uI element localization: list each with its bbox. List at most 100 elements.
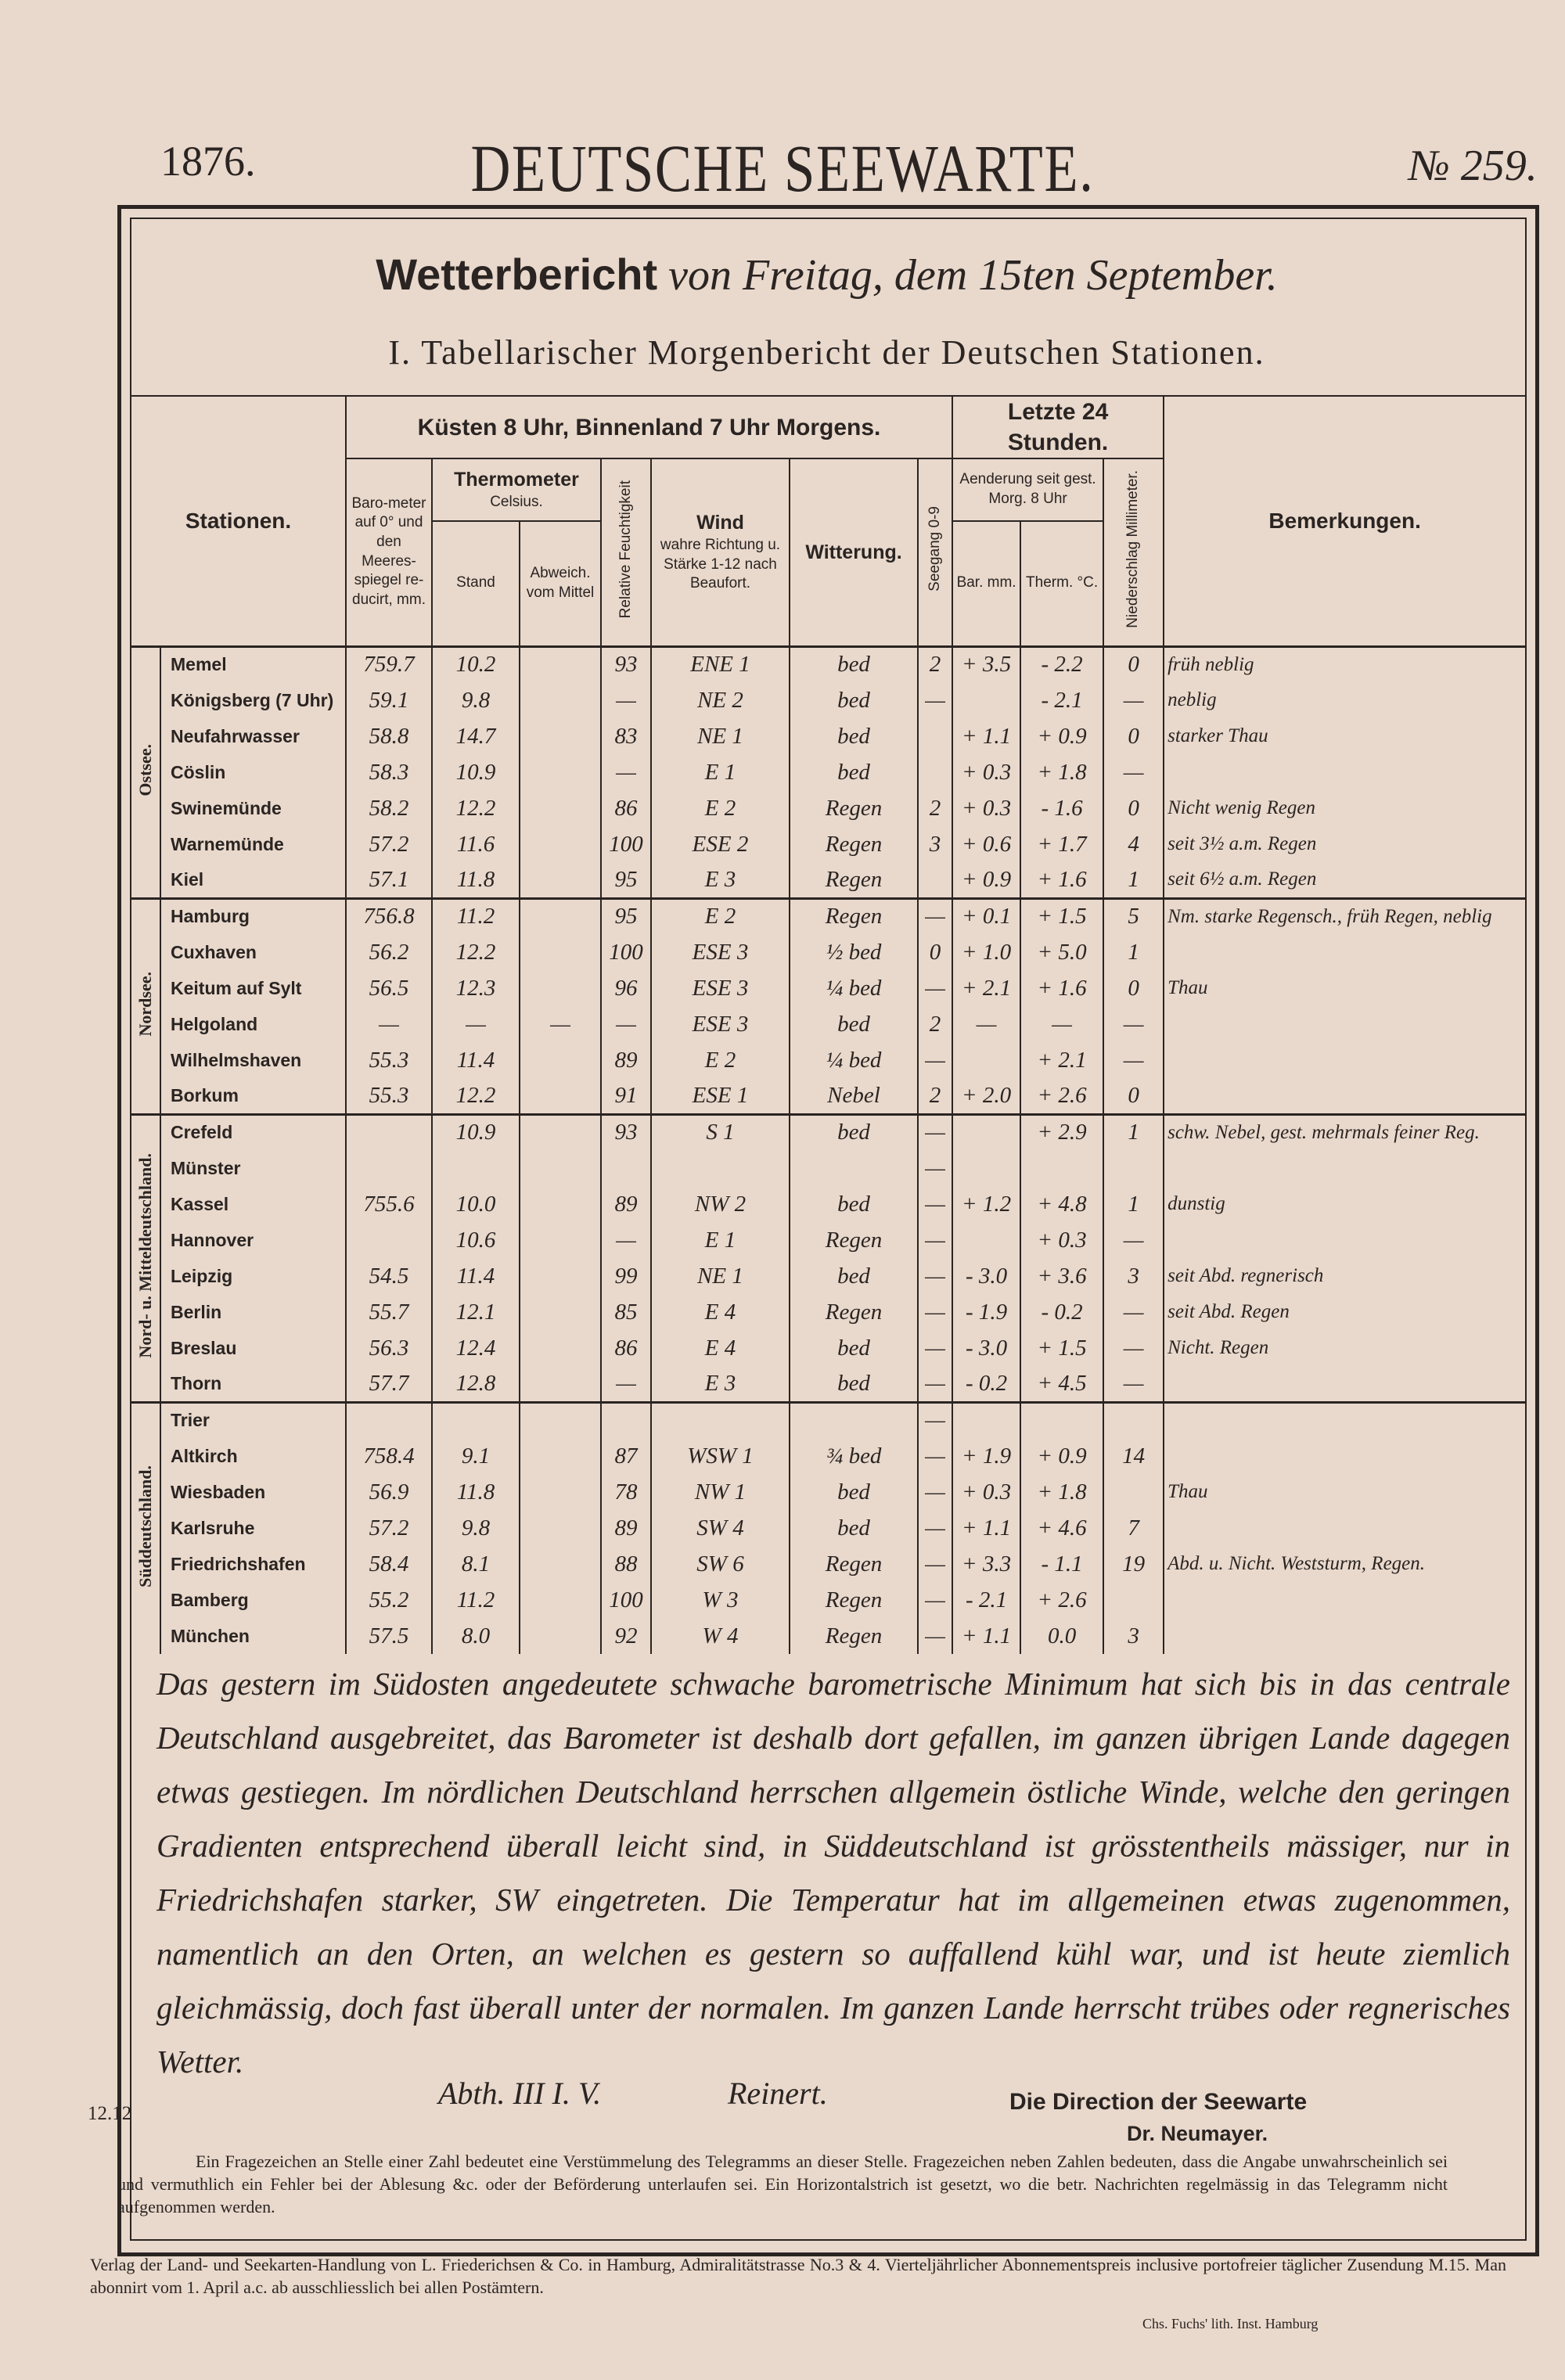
barometer: 57.2 bbox=[345, 826, 433, 862]
deviation bbox=[519, 1042, 602, 1078]
station: Altkirch bbox=[160, 1438, 347, 1474]
therm-change: + 1.5 bbox=[1020, 1330, 1105, 1366]
deviation bbox=[519, 790, 602, 826]
bar-change bbox=[952, 1400, 1022, 1438]
humidity: 99 bbox=[600, 1258, 652, 1294]
sea: — bbox=[916, 1366, 954, 1402]
report-date: von Freitag, dem 15ten September. bbox=[668, 251, 1278, 300]
precipitation: — bbox=[1103, 1330, 1165, 1366]
table-row: Breslau 56.3 12.4 86 E 4 bed — - 3.0 + 1.5— Nicht… bbox=[131, 1330, 1527, 1366]
temperature: 11.4 bbox=[431, 1258, 520, 1294]
therm-change: - 1.6 bbox=[1020, 790, 1105, 826]
weather: Regen bbox=[789, 897, 919, 934]
header-text: Seegang 0-9 bbox=[926, 506, 943, 592]
group-name: Ostsee. bbox=[135, 743, 155, 796]
therm-change: + 1.6 bbox=[1020, 862, 1105, 898]
remark bbox=[1163, 1366, 1527, 1402]
weather: bed bbox=[789, 1474, 919, 1510]
remark: schw. Nebel, gest. mehrmals feiner Reg. bbox=[1163, 1113, 1527, 1150]
deviation bbox=[519, 1222, 602, 1258]
signature-name: Reinert. bbox=[728, 2076, 828, 2111]
header-text: Celsius. bbox=[490, 493, 543, 510]
wind: ENE 1 bbox=[650, 645, 790, 682]
remark: Nm. starke Regensch., früh Regen, neblig bbox=[1163, 897, 1527, 934]
station: Helgoland bbox=[160, 1006, 347, 1042]
bar-change: + 3.5 bbox=[952, 645, 1022, 682]
remark bbox=[1163, 1618, 1527, 1654]
table-row: Leipzig 54.5 11.4 99 NE 1 bed — - 3.0 + 3.6 3 seit… bbox=[131, 1258, 1527, 1294]
temperature: 10.6 bbox=[431, 1222, 520, 1258]
barometer: 58.3 bbox=[345, 754, 433, 790]
wind: SW 4 bbox=[650, 1510, 790, 1546]
humidity: — bbox=[600, 682, 652, 718]
remark: starker Thau bbox=[1163, 718, 1527, 754]
station: Swinemünde bbox=[160, 790, 347, 826]
table-row: Cöslin 58.3 10.9— E 1 bed + 0.3 + 1.8— bbox=[131, 754, 1527, 790]
humidity: — bbox=[600, 1006, 652, 1042]
weather: Regen bbox=[789, 790, 919, 826]
temperature: 10.9 bbox=[431, 754, 520, 790]
therm-change: + 4.5 bbox=[1020, 1366, 1105, 1402]
temperature: 10.9 bbox=[431, 1113, 520, 1150]
deviation bbox=[519, 1294, 602, 1330]
station: Crefeld bbox=[160, 1113, 347, 1150]
precipitation: 1 bbox=[1103, 934, 1165, 970]
temperature: 10.0 bbox=[431, 1186, 520, 1222]
barometer: 54.5 bbox=[345, 1258, 433, 1294]
humidity: 100 bbox=[600, 934, 652, 970]
therm-change: + 0.3 bbox=[1020, 1222, 1105, 1258]
temperature: 12.8 bbox=[431, 1366, 520, 1402]
therm-change: + 0.9 bbox=[1020, 1438, 1105, 1474]
sea: — bbox=[916, 1150, 954, 1186]
station: Hamburg bbox=[160, 897, 347, 934]
group-cell: Nordsee. bbox=[130, 897, 161, 1114]
station: Wiesbaden bbox=[160, 1474, 347, 1510]
bar-change bbox=[952, 1113, 1022, 1150]
remark: seit Abd. Regen bbox=[1163, 1294, 1527, 1330]
barometer: 55.3 bbox=[345, 1042, 433, 1078]
barometer: 57.2 bbox=[345, 1510, 433, 1546]
deviation bbox=[519, 897, 602, 934]
wind: E 3 bbox=[650, 1366, 790, 1402]
sea: 2 bbox=[916, 1078, 954, 1114]
precipitation bbox=[1103, 1150, 1165, 1186]
temperature: 11.2 bbox=[431, 897, 520, 934]
remark bbox=[1163, 1400, 1527, 1438]
therm-change bbox=[1020, 1150, 1105, 1186]
weather: bed bbox=[789, 754, 919, 790]
weather: ¾ bed bbox=[789, 1438, 919, 1474]
temperature: — bbox=[431, 1006, 520, 1042]
humidity: 95 bbox=[600, 862, 652, 898]
wind: NW 2 bbox=[650, 1186, 790, 1222]
bar-change: + 0.1 bbox=[952, 897, 1022, 934]
deviation bbox=[519, 1186, 602, 1222]
remark bbox=[1163, 1006, 1527, 1042]
deviation bbox=[519, 682, 602, 718]
humidity: 88 bbox=[600, 1546, 652, 1582]
sea: — bbox=[916, 1113, 954, 1150]
weather: Regen bbox=[789, 1582, 919, 1618]
precipitation bbox=[1103, 1400, 1165, 1438]
weather: Nebel bbox=[789, 1078, 919, 1114]
header-text: Wind bbox=[696, 512, 744, 534]
deviation bbox=[519, 1330, 602, 1366]
sea: 2 bbox=[916, 790, 954, 826]
deviation bbox=[519, 1474, 602, 1510]
header-text: Relative Feuchtigkeit bbox=[617, 480, 634, 619]
precipitation: 0 bbox=[1103, 645, 1165, 682]
temperature: 10.2 bbox=[431, 645, 520, 682]
precipitation: — bbox=[1103, 754, 1165, 790]
header-cell: Küsten 8 Uhr, Binnenland 7 Uhr Morgens. bbox=[344, 395, 954, 459]
table-row: Nord- u. Mitteldeutschland. Crefeld 10.9 93… bbox=[130, 1113, 1527, 1402]
temperature: 11.6 bbox=[431, 826, 520, 862]
sea: — bbox=[916, 1438, 954, 1474]
therm-change: - 1.1 bbox=[1020, 1546, 1105, 1582]
therm-change bbox=[1020, 1400, 1105, 1438]
humidity: 93 bbox=[600, 1113, 652, 1150]
wind: E 1 bbox=[650, 1222, 790, 1258]
table-row: Bamberg 55.2 11.2 100 W 3 Regen — - 2.1 + 2.6 bbox=[131, 1582, 1527, 1618]
temperature: 8.1 bbox=[431, 1546, 520, 1582]
deviation bbox=[519, 826, 602, 862]
therm-change: + 2.1 bbox=[1020, 1042, 1105, 1078]
